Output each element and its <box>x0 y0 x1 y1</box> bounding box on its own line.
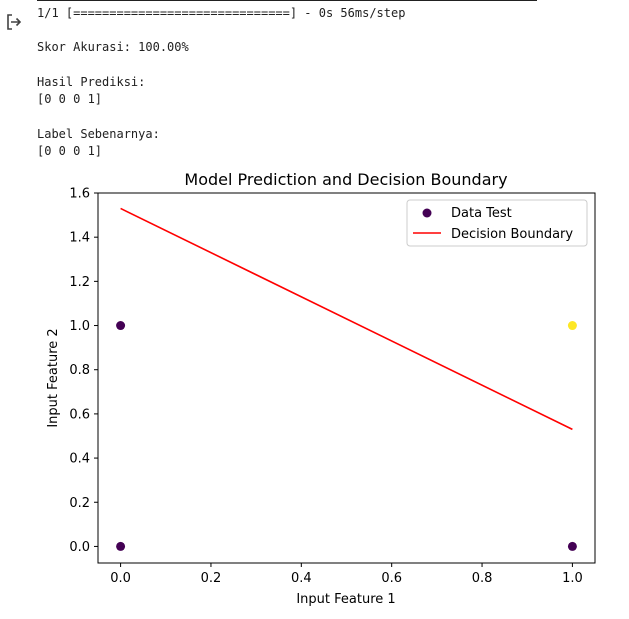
data-test-point <box>116 321 126 331</box>
prediction-title: Hasil Prediksi: <box>37 75 146 89</box>
y-tick-label: 0.6 <box>69 407 90 422</box>
x-tick-label: 0.8 <box>472 571 493 586</box>
accuracy-line: Skor Akurasi: 100.00% <box>37 40 189 54</box>
legend: Data Test Decision Boundary <box>406 199 588 247</box>
x-tick-label: 0.2 <box>201 571 222 586</box>
data-test-point <box>567 321 577 331</box>
output-exit-icon[interactable] <box>4 12 24 32</box>
decision-boundary-line <box>120 207 573 431</box>
y-tick-label: 0.4 <box>69 452 90 467</box>
y-tick-label: 1.6 <box>69 187 90 202</box>
legend-marker-data-test <box>422 208 432 218</box>
label-values: [0 0 0 1] <box>37 144 103 158</box>
y-axis-label: Input Feature 2 <box>46 328 61 427</box>
y-tick-label: 0.2 <box>69 496 90 511</box>
legend-box <box>406 199 588 247</box>
y-tick-label: 0.8 <box>69 363 90 378</box>
x-tick-label: 0.6 <box>381 571 402 586</box>
y-tick-label: 1.0 <box>69 319 90 334</box>
prediction-values: [0 0 0 1] <box>37 92 103 106</box>
data-test-point <box>116 541 126 551</box>
x-axis-label: Input Feature 1 <box>296 592 395 607</box>
plot-frame <box>97 192 596 564</box>
output-divider <box>37 0 537 1</box>
progress-line: 1/1 [==============================] - 0… <box>37 6 406 20</box>
chart-title: Model Prediction and Decision Boundary <box>184 170 507 189</box>
legend-label-decision-boundary: Decision Boundary <box>451 227 573 242</box>
data-test-point <box>567 541 577 551</box>
legend-label-data-test: Data Test <box>451 206 512 221</box>
x-tick-label: 1.0 <box>562 571 583 586</box>
x-tick-label: 0.4 <box>291 571 312 586</box>
label-title: Label Sebenarnya: <box>37 127 160 141</box>
x-tick-label: 0.0 <box>110 571 131 586</box>
y-tick-label: 0.0 <box>69 540 90 555</box>
y-tick-label: 1.2 <box>69 275 90 290</box>
y-tick-label: 1.4 <box>69 231 90 246</box>
